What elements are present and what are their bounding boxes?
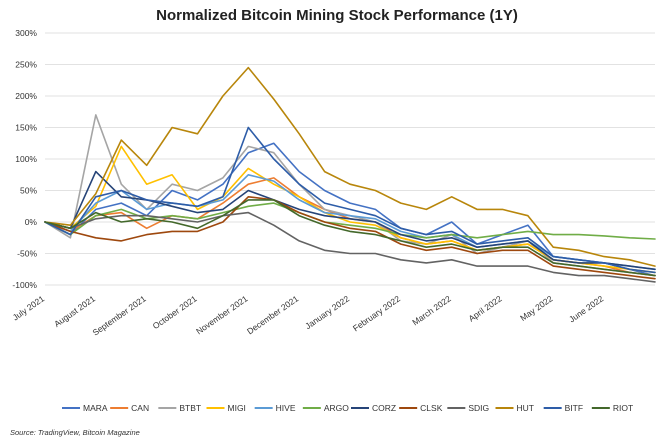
y-tick-label: 300% — [15, 28, 37, 38]
x-tick-label: October 2021 — [151, 293, 199, 331]
series-line-clsk — [44, 196, 656, 280]
legend-label-hut: HUT — [517, 403, 534, 413]
x-tick-label: March 2022 — [410, 293, 453, 327]
x-tick-label: May 2022 — [518, 293, 555, 323]
legend-label-corz: CORZ — [372, 403, 396, 413]
x-tick-label: April 2022 — [467, 293, 504, 323]
legend-label-argo: ARGO — [324, 403, 349, 413]
y-tick-label: -50% — [17, 249, 37, 259]
legend-label-hive: HIVE — [276, 403, 296, 413]
series-line-btbt — [44, 114, 656, 277]
x-tick-label: December 2021 — [245, 293, 301, 336]
series-line-riot — [44, 199, 656, 277]
series-line-argo — [44, 202, 656, 240]
legend-label-sdig: SDIG — [468, 403, 489, 413]
series-line-sdig — [44, 211, 656, 283]
x-tick-label: September 2021 — [91, 293, 148, 337]
series-lines — [44, 66, 656, 283]
y-tick-label: 250% — [15, 60, 37, 70]
x-tick-label: August 2021 — [52, 293, 97, 329]
legend-label-can: CAN — [131, 403, 149, 413]
y-tick-label: 100% — [15, 154, 37, 164]
legend-label-bitf: BITF — [565, 403, 583, 413]
legend-label-btbt: BTBT — [179, 403, 201, 413]
legend-label-riot: RIOT — [613, 403, 633, 413]
legend-label-mara: MARA — [83, 403, 108, 413]
y-tick-label: 0% — [25, 217, 38, 227]
y-tick-label: 200% — [15, 91, 37, 101]
legend-label-migi: MIGI — [228, 403, 246, 413]
y-tick-label: 50% — [20, 186, 37, 196]
x-tick-label: July 2021 — [11, 293, 47, 322]
x-tick-label: November 2021 — [194, 293, 250, 336]
x-tick-label: January 2022 — [303, 293, 351, 331]
series-line-bitf — [44, 126, 656, 274]
legend-label-clsk: CLSK — [420, 403, 443, 413]
legend: MARA CAN BTBT MIGI HIVE ARGO CORZ CLSK SDIG HUT BI… — [62, 403, 633, 413]
y-tick-label: -100% — [12, 280, 37, 290]
y-axis-ticks: 300% 250% 200% 150% 100% 50% 0% -50% -100% — [12, 28, 37, 290]
grid-lines — [45, 32, 655, 286]
source-note: Source: TradingView, Bitcoin Magazine — [10, 428, 140, 437]
chart-title: Normalized Bitcoin Mining Stock Performa… — [156, 7, 518, 24]
series-line-hut — [44, 66, 656, 267]
y-tick-label: 150% — [15, 123, 37, 133]
x-tick-label: June 2022 — [567, 293, 605, 324]
x-tick-label: February 2022 — [351, 293, 402, 333]
